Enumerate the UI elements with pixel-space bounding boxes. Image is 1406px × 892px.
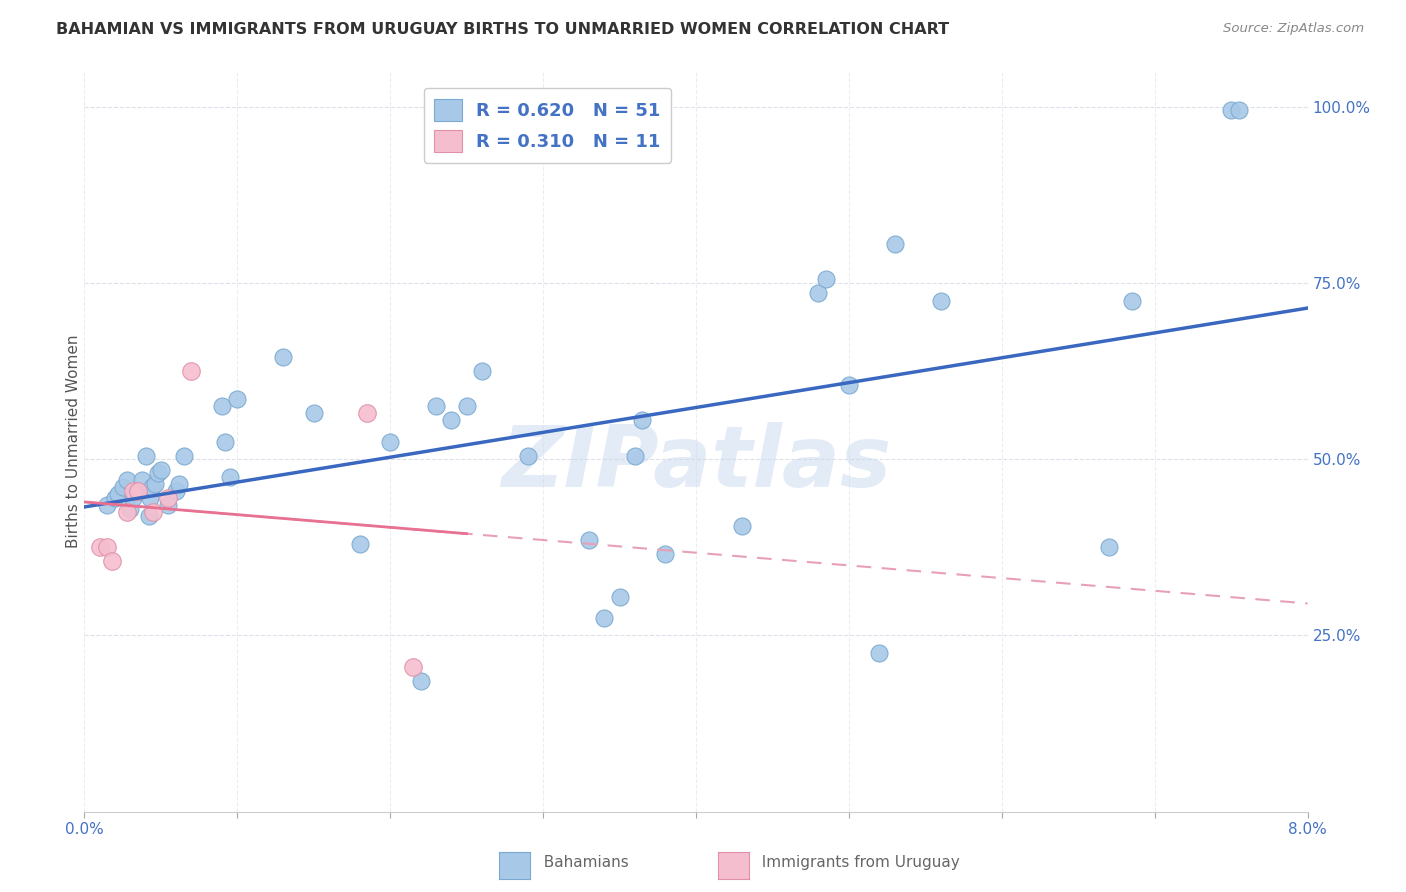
Point bbox=[1227, 103, 1250, 117]
Point bbox=[1098, 541, 1121, 555]
Point bbox=[593, 611, 616, 625]
Legend: R = 0.620   N = 51, R = 0.310   N = 11: R = 0.620 N = 51, R = 0.310 N = 11 bbox=[423, 87, 671, 162]
Point bbox=[122, 491, 145, 505]
Point bbox=[1220, 103, 1243, 117]
Point bbox=[214, 434, 236, 449]
Point bbox=[104, 491, 127, 505]
Text: Bahamians: Bahamians bbox=[534, 855, 628, 870]
Point bbox=[356, 406, 378, 420]
Point bbox=[127, 483, 149, 498]
Point bbox=[578, 533, 600, 548]
Point bbox=[173, 449, 195, 463]
Point bbox=[471, 364, 494, 378]
Point bbox=[807, 286, 830, 301]
Text: Source: ZipAtlas.com: Source: ZipAtlas.com bbox=[1223, 22, 1364, 36]
Point bbox=[167, 476, 190, 491]
Point bbox=[731, 519, 754, 533]
Point bbox=[157, 498, 180, 512]
Point bbox=[271, 350, 294, 364]
Point bbox=[89, 541, 111, 555]
Point bbox=[165, 483, 187, 498]
Point bbox=[127, 483, 149, 498]
Point bbox=[157, 491, 180, 505]
Point bbox=[409, 674, 432, 689]
Point bbox=[120, 501, 142, 516]
Text: Immigrants from Uruguay: Immigrants from Uruguay bbox=[752, 855, 960, 870]
Point bbox=[135, 449, 157, 463]
Point bbox=[609, 590, 631, 604]
Point bbox=[302, 406, 325, 420]
Point bbox=[149, 463, 172, 477]
Point bbox=[349, 537, 371, 551]
Point bbox=[142, 505, 165, 519]
Point bbox=[929, 293, 952, 308]
Point bbox=[211, 399, 233, 413]
Text: BAHAMIAN VS IMMIGRANTS FROM URUGUAY BIRTHS TO UNMARRIED WOMEN CORRELATION CHART: BAHAMIAN VS IMMIGRANTS FROM URUGUAY BIRT… bbox=[56, 22, 949, 37]
Point bbox=[115, 473, 138, 487]
Point bbox=[814, 272, 837, 286]
Point bbox=[654, 547, 676, 561]
Point bbox=[139, 491, 162, 505]
Point bbox=[138, 508, 160, 523]
Point bbox=[883, 237, 905, 252]
Point bbox=[425, 399, 447, 413]
Point bbox=[838, 378, 860, 392]
Text: ZIPatlas: ZIPatlas bbox=[501, 422, 891, 505]
Point bbox=[402, 660, 425, 674]
Point bbox=[107, 487, 129, 501]
Point bbox=[516, 449, 538, 463]
Point bbox=[624, 449, 647, 463]
Point bbox=[869, 646, 891, 660]
Point bbox=[111, 480, 134, 494]
Point bbox=[456, 399, 478, 413]
Point bbox=[180, 364, 202, 378]
Point bbox=[146, 467, 169, 481]
Point bbox=[226, 392, 249, 407]
Point bbox=[1121, 293, 1143, 308]
Point bbox=[141, 480, 163, 494]
Point bbox=[143, 476, 166, 491]
Point bbox=[218, 470, 240, 484]
Point bbox=[122, 483, 145, 498]
Point bbox=[631, 413, 654, 427]
Point bbox=[380, 434, 402, 449]
Point bbox=[131, 473, 153, 487]
Y-axis label: Births to Unmarried Women: Births to Unmarried Women bbox=[66, 334, 80, 549]
Point bbox=[115, 505, 138, 519]
Point bbox=[96, 541, 118, 555]
Point bbox=[96, 498, 118, 512]
Point bbox=[101, 554, 124, 568]
Point bbox=[440, 413, 463, 427]
